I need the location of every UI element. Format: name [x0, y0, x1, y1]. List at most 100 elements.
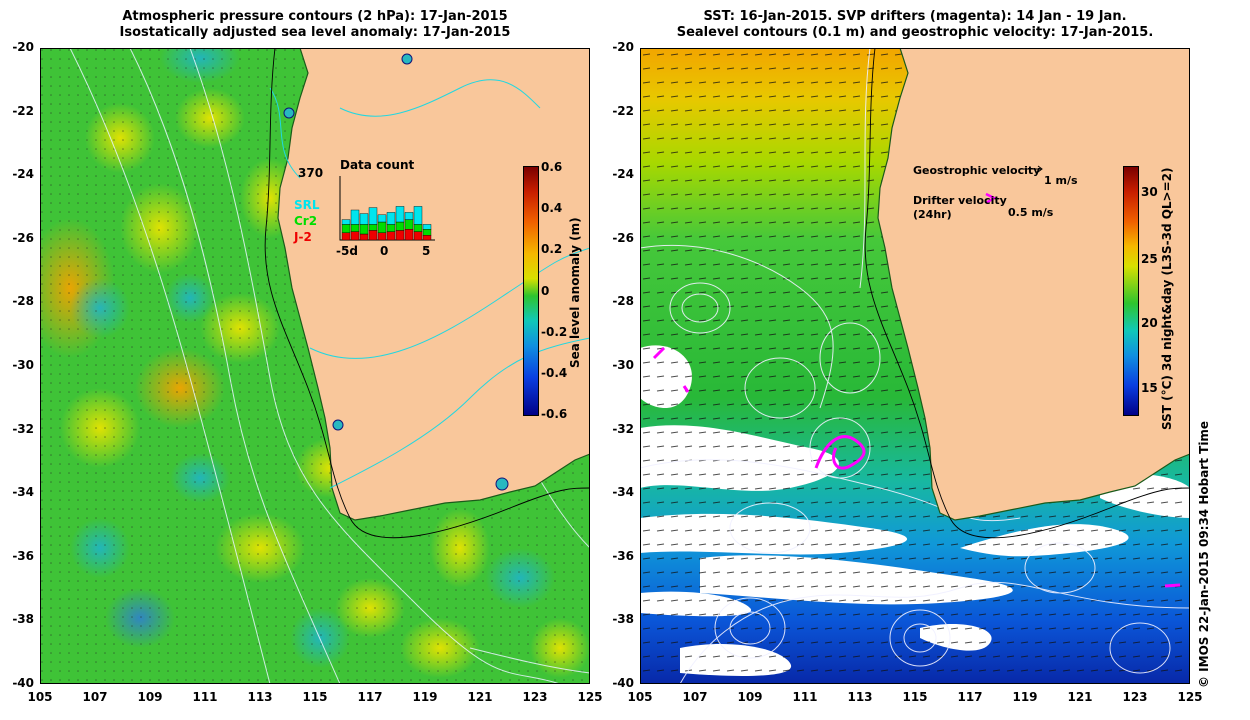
legend-cr2: Cr2 [294, 214, 318, 228]
right-map-title: SST: 16-Jan-2015. SVP drifters (magenta)… [640, 9, 1190, 41]
sla-colorbar-label: Sea level anomaly (m) [568, 217, 582, 368]
station-marker [401, 53, 413, 65]
left-lat-tick: -36 [12, 548, 34, 563]
inset-xtick-0: 0 [380, 244, 389, 258]
left-lat-tick: -30 [12, 358, 34, 372]
sea-level-anomaly-map: Data count 370 SRL Cr2 J-2 -5d 0 5 [40, 48, 590, 684]
right-lon-tick: 125 [1177, 690, 1203, 704]
left-lat-tick: -32 [12, 421, 34, 436]
sla-tick: 0.6 [541, 160, 563, 174]
right-lat-tick: -24 [612, 167, 634, 182]
right-lat-tick: -36 [612, 548, 634, 563]
histogram-bar-j-2 [377, 232, 387, 241]
bathymetry-contour [264, 48, 590, 539]
sla-tick: 0 [541, 284, 550, 298]
right-lat-tick: -38 [612, 612, 634, 627]
right-lon-tick: 121 [1067, 690, 1093, 704]
histogram-bar-cr2 [386, 224, 396, 232]
right-lon-tick: 123 [1122, 690, 1148, 704]
histogram-bar-srl [350, 209, 360, 225]
right-lon-tick: 115 [902, 690, 928, 704]
left-lon-tick: 109 [137, 690, 163, 704]
histogram-bar-cr2 [359, 224, 369, 235]
drifter-velocity-arrow-icon [985, 192, 997, 205]
geostrophic-velocity-arrow-icon [1020, 165, 1043, 173]
histogram-bar-j-2 [350, 231, 360, 241]
histogram-bar-srl [377, 214, 387, 223]
right-lat-tick: -32 [612, 421, 634, 436]
station-marker [283, 107, 295, 119]
histogram-bar-srl [404, 212, 414, 220]
sst-tick: 30 [1141, 185, 1158, 199]
right-lat-tick: -28 [612, 294, 634, 309]
station-marker [332, 419, 344, 431]
histogram-bar-cr2 [404, 219, 414, 230]
histogram-bar-j-2 [386, 231, 396, 241]
inset-xtick-minus5: -5d [336, 244, 358, 258]
histogram-bar-cr2 [377, 221, 387, 234]
histogram-bar-srl [386, 212, 396, 225]
histogram-bar-srl [395, 206, 405, 223]
imos-credit: © IMOS 22-Jan-2015 09:34 Hobart Time [1197, 420, 1211, 688]
left-lon-tick: 117 [357, 690, 383, 704]
right-lon-tick: 113 [847, 690, 873, 704]
right-lat-tick: -30 [612, 358, 634, 372]
sst-colorbar [1123, 166, 1139, 416]
histogram-bar-j-2 [395, 230, 405, 241]
inset-max-count: 370 [298, 166, 324, 180]
histogram-bar-j-2 [341, 232, 351, 241]
histogram-bar-j-2 [404, 228, 414, 241]
left-lon-tick: 121 [467, 690, 493, 704]
right-title-line2: Sealevel contours (0.1 m) and geostrophi… [676, 25, 1154, 40]
right-lon-tick: 119 [1012, 690, 1038, 704]
histogram-bar-cr2 [395, 221, 405, 231]
left-lon-tick: 123 [522, 690, 548, 704]
left-lat-tick: -38 [12, 612, 34, 627]
left-lon-tick: 113 [247, 690, 273, 704]
histogram-bar-srl [359, 213, 369, 225]
left-lat-tick: -20 [12, 40, 34, 54]
histogram-bar-cr2 [350, 224, 360, 232]
histogram-bar-cr2 [341, 224, 351, 233]
left-lon-tick: 115 [302, 690, 328, 704]
sla-tick: -0.4 [541, 366, 568, 380]
right-lat-tick: -40 [612, 676, 634, 690]
histogram-bar-srl [368, 207, 378, 225]
drifter-velocity-label: Drifter velocity [913, 194, 1007, 207]
sst-colorbar-label: SST (°C) 3d night&day (L3S-3d QL>=2) [1160, 167, 1174, 431]
drifter-velocity-interval: (24hr) [913, 208, 952, 221]
left-map-title: Atmospheric pressure contours (2 hPa): 1… [40, 9, 590, 41]
right-title-line1: SST: 16-Jan-2015. SVP drifters (magenta)… [703, 9, 1127, 24]
left-lat-tick: -26 [12, 230, 34, 245]
histogram-bar-j-2 [368, 230, 378, 241]
land-australia [877, 48, 1190, 521]
histogram-bar-cr2 [413, 224, 423, 232]
sea-level-colorbar [523, 166, 539, 416]
left-lat-tick: -40 [12, 676, 34, 690]
left-lon-tick: 125 [577, 690, 603, 704]
sst-tick: 25 [1141, 252, 1158, 266]
land-australia [277, 48, 590, 521]
histogram-bar-srl [422, 224, 432, 230]
sla-tick: 0.2 [541, 242, 563, 256]
left-lat-tick: -34 [12, 485, 34, 500]
histogram-bar-srl [341, 219, 351, 225]
right-lon-tick: 107 [682, 690, 708, 704]
histogram-bar-j-2 [422, 234, 432, 241]
left-title-line2: Isostatically adjusted sea level anomaly… [119, 25, 511, 40]
sla-tick: -0.2 [541, 325, 568, 339]
left-lon-tick: 105 [27, 690, 53, 704]
sealevel-contours [640, 48, 1190, 684]
left-lon-tick: 107 [82, 690, 108, 704]
station-marker [495, 477, 509, 491]
right-lon-tick: 117 [957, 690, 983, 704]
left-lat-tick: -22 [12, 103, 34, 118]
drifter-tracks [652, 346, 1181, 588]
right-lat-tick: -22 [612, 103, 634, 118]
right-lon-tick: 105 [627, 690, 653, 704]
left-lon-tick: 111 [192, 690, 218, 704]
geostrophic-velocity-label: Geostrophic velocity [913, 164, 1041, 177]
legend-srl: SRL [294, 198, 320, 212]
right-lon-tick: 109 [737, 690, 763, 704]
bathymetry-contour [864, 48, 1190, 539]
